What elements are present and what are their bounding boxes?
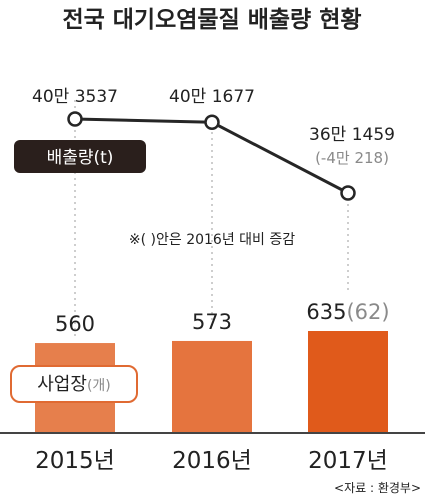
bar-2016: [172, 340, 252, 433]
business-legend-text: 사업장(개): [37, 374, 111, 395]
chart-title: 전국 대기오염물질 배출량 현황: [62, 7, 361, 33]
x-tick-label-2017: 2017년: [308, 448, 388, 474]
emission-point-2017: [340, 185, 356, 201]
emission-point-2015: [67, 111, 83, 127]
bar-value-2017: 635: [306, 300, 346, 324]
source-note: <자료 : 환경부>: [334, 481, 421, 495]
bar-2017: [308, 331, 388, 433]
emission-point-2016: [204, 114, 220, 131]
x-tick-label-2016: 2016년: [172, 448, 252, 474]
bar-change-2017: (62): [346, 300, 389, 324]
bar-value-label-2016: 573: [192, 310, 232, 334]
bar-value-label-2017: 635(62): [306, 300, 389, 324]
emission-label-2017: 36만 1459: [309, 125, 395, 145]
bar-value-label-2015: 560: [55, 312, 95, 336]
emission-change-2017: (-4만 218): [315, 149, 389, 167]
business-legend-unit: (개): [87, 378, 111, 394]
business-legend-badge: [10, 365, 138, 403]
emission-label-2016: 40만 1677: [169, 87, 255, 107]
business-legend-label: 사업장: [37, 374, 87, 395]
emission-label-2015: 40만 3537: [32, 87, 118, 107]
emission-legend-label: 배출량(t): [47, 148, 114, 168]
emission-legend-badge: [14, 140, 146, 173]
x-tick-label-2015: 2015년: [35, 448, 115, 474]
chart-note: ※( )안은 2016년 대비 증감: [129, 232, 295, 248]
